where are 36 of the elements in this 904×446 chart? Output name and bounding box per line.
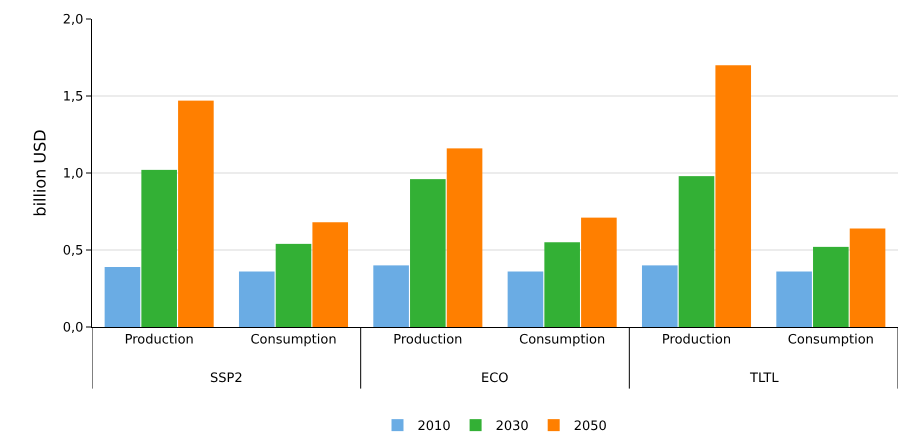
- bar: [104, 266, 140, 327]
- bar: [312, 222, 348, 327]
- bar: [813, 246, 849, 327]
- legend-label: 2010: [418, 419, 451, 434]
- bar: [850, 228, 886, 327]
- y-tick-label: 0,5: [62, 244, 84, 259]
- bar: [238, 272, 275, 327]
- text: ECO: [481, 371, 509, 386]
- bar: [581, 218, 617, 327]
- x-tick-label: Production: [662, 332, 732, 348]
- x-tick-label: Consumption: [788, 332, 874, 348]
- text: SSP2: [210, 371, 243, 386]
- bar: [373, 265, 409, 327]
- x-tick-label: Consumption: [519, 332, 606, 348]
- x-tick-label: Production: [124, 332, 194, 348]
- y-tick-label: 1,0: [62, 166, 84, 182]
- text: TLTL: [749, 371, 780, 386]
- bar: [276, 244, 312, 327]
- bar: [446, 148, 482, 327]
- x-tick-label: Consumption: [250, 332, 337, 348]
- bar: [678, 176, 714, 327]
- bar: [776, 272, 812, 327]
- bar: [715, 65, 752, 327]
- bar: [508, 272, 544, 327]
- bar: [410, 179, 446, 327]
- bar: [544, 242, 580, 327]
- bar: [178, 100, 214, 327]
- y-tick-label: 0,0: [62, 320, 84, 336]
- bar: [141, 170, 177, 327]
- y-axis-title: billion USD: [30, 129, 50, 217]
- y-tick-label: 2,0: [62, 12, 84, 28]
- x-tick-label: Production: [393, 332, 462, 348]
- legend-label: 2050: [574, 419, 607, 434]
- y-tick-label: 1,5: [62, 90, 84, 105]
- legend-label: 2030: [496, 419, 529, 434]
- bar: [642, 265, 678, 327]
